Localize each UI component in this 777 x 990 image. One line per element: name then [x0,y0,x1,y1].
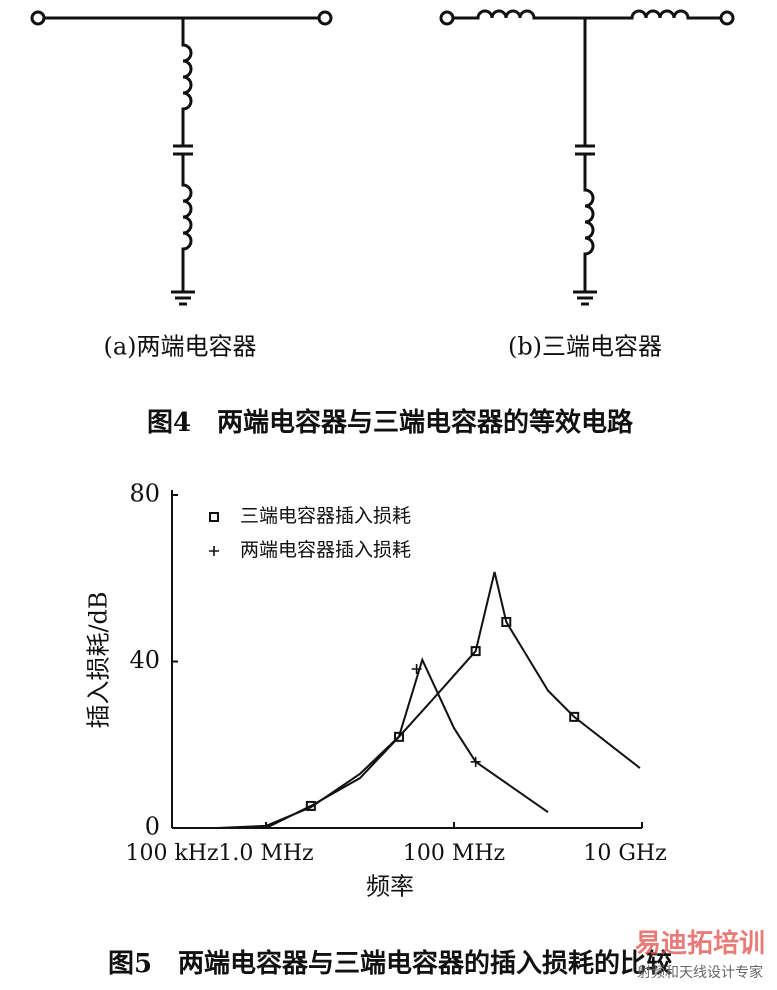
x-tick-label: 1.0 MHz [218,841,313,866]
legend-marker [209,512,219,522]
data-point [394,731,405,742]
label-a: (a)两端电容器 [103,333,256,361]
data-point [305,800,316,811]
legend-label: 两端电容器插入损耗 [240,539,411,561]
watermark-text: 射频和天线设计专家 [637,964,763,981]
x-tick-label: 100 kHz [125,841,218,866]
y-tick-label: 80 [129,480,160,508]
curve [216,657,549,829]
data-point [470,646,481,657]
chart-title: 图5 两端电容器与三端电容器的插入损耗的比较 [108,948,672,979]
caption: 图4 两端电容器与三端电容器的等效电路 [147,407,634,438]
circuit-b [439,9,735,306]
x-tick-label: 10 GHz [583,841,666,866]
y-axis-label: 插入损耗/dB [85,591,113,728]
legend-marker [209,546,219,556]
legend-label: 三端电容器插入损耗 [240,505,411,527]
circuit-a [30,10,333,306]
x-axis-label: 频率 [366,873,414,901]
data-point [569,711,580,722]
y-tick-label: 0 [145,813,160,841]
label-b: (b)三端电容器 [508,333,662,361]
data-point [411,663,422,674]
curve [265,571,641,829]
watermark-logo: 易迪拓培训 [635,929,765,959]
x-tick-label: 100 MHz [403,841,505,866]
data-point [501,616,512,627]
y-tick-label: 40 [129,646,160,674]
data-point [470,756,481,767]
